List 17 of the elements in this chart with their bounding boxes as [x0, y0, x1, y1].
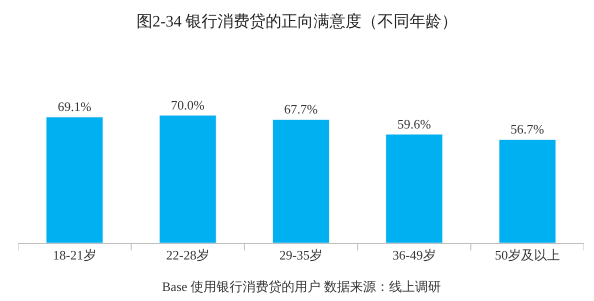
x-tick-label: 50岁及以上 [494, 248, 560, 263]
data-label: 56.7% [510, 122, 544, 137]
bar [159, 115, 216, 243]
bar [272, 119, 330, 243]
bar [386, 134, 443, 243]
bar [498, 139, 556, 243]
x-tick-label: 36-49岁 [392, 248, 436, 263]
data-label: 67.7% [284, 102, 318, 117]
x-tick-label: 22-28岁 [166, 248, 210, 263]
x-tick-label: 29-35岁 [279, 248, 323, 263]
data-label: 70.0% [170, 97, 205, 112]
bar [46, 116, 104, 243]
text: Base 使用银行消费贷的用户 数据来源：线上调研 [162, 279, 441, 294]
x-tick-label: 18-21岁 [52, 248, 96, 263]
data-label: 59.6% [397, 116, 432, 132]
chart-title: 图2-34 银行消费贷的正向满意度（不同年龄） [136, 12, 458, 30]
data-label: 69.1% [58, 99, 92, 114]
